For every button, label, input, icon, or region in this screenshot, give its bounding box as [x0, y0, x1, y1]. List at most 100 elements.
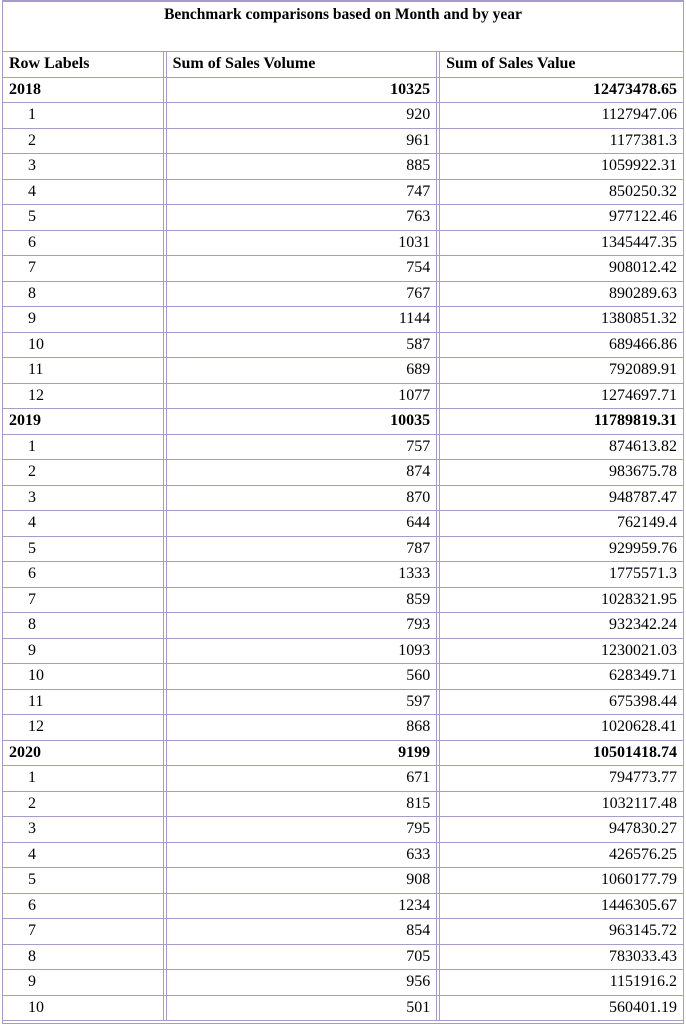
- sales-volume-cell: 870: [167, 485, 438, 510]
- column-gap: [437, 307, 441, 332]
- column-gap: [437, 460, 441, 485]
- sales-value-cell: 947830.27: [609, 820, 677, 837]
- table-row: 6 1234 1446305.67: [3, 893, 683, 919]
- sales-value-cell: 850250.32: [609, 182, 677, 200]
- column-gap: [437, 689, 441, 714]
- sales-volume-cell: 815: [167, 791, 438, 816]
- sales-volume-cell: 874: [167, 460, 438, 485]
- table-row: 11 689 792089.91: [3, 358, 683, 384]
- sales-value-cell: 426576.25: [609, 845, 677, 863]
- table-row: 11 597 675398.44: [3, 689, 683, 715]
- sales-volume-cell: 1077: [167, 383, 438, 408]
- column-gap: [437, 893, 441, 918]
- table-row: 1 757 874613.82: [3, 434, 683, 460]
- column-gap: [437, 511, 441, 536]
- sales-value-cell: 1274697.71: [601, 386, 677, 404]
- sales-volume-cell: 859: [167, 587, 438, 612]
- year-row: 2020 9199 10501418.74: [3, 740, 683, 766]
- row-label: 12: [3, 383, 164, 408]
- column-gap: [437, 103, 441, 128]
- sales-volume-cell: 1031: [167, 230, 438, 255]
- column-gap: [437, 256, 441, 281]
- column-gap: [437, 638, 441, 663]
- row-label: 10: [3, 332, 164, 357]
- table-row: 5 908 1060177.79: [3, 868, 683, 894]
- row-label: 4: [3, 511, 164, 536]
- row-label: 9: [3, 638, 164, 663]
- sales-value-cell: 794773.77: [609, 769, 677, 786]
- row-label: 2019: [3, 409, 164, 434]
- row-label: 6: [3, 893, 164, 918]
- row-label: 11: [3, 689, 164, 714]
- column-gap: [164, 77, 167, 102]
- column-gap: [437, 383, 441, 408]
- sales-value-cell: 1028321.95: [601, 590, 677, 608]
- column-gap: [164, 995, 167, 1020]
- column-gap: [437, 587, 441, 612]
- column-gap: [437, 358, 441, 383]
- sales-volume-cell: 754: [167, 256, 438, 281]
- sales-value-cell: 932342.24: [609, 616, 677, 633]
- year-row: 2019 10035 11789819.31: [3, 409, 683, 435]
- sales-volume-cell: 793: [167, 613, 438, 638]
- sales-volume-cell: 795: [167, 817, 438, 842]
- column-gap: [437, 77, 441, 102]
- column-gap: [437, 485, 441, 510]
- column-gap: [164, 383, 167, 408]
- sales-volume-cell: 705: [167, 944, 438, 969]
- sales-volume-cell: 1093: [167, 638, 438, 663]
- sales-value-cell: 1032117.48: [601, 794, 677, 812]
- column-gap: [437, 919, 441, 944]
- row-label: 8: [3, 613, 164, 638]
- sales-volume-cell: 1234: [167, 893, 438, 918]
- sales-value-cell: 675398.44: [609, 692, 677, 710]
- sales-value-cell: 908012.42: [609, 259, 677, 276]
- column-gap: [164, 52, 167, 77]
- row-label: 2020: [3, 740, 164, 765]
- table-row: 8 705 783033.43: [3, 944, 683, 970]
- sales-value-cell: 1020628.41: [601, 718, 677, 735]
- table-row: 6 1333 1775571.3: [3, 562, 683, 588]
- column-gap: [437, 281, 441, 306]
- sales-value-cell: 792089.91: [609, 361, 677, 378]
- row-label: 5: [3, 868, 164, 893]
- row-label: 1: [3, 434, 164, 459]
- table-row: 7 854 963145.72: [3, 919, 683, 945]
- column-gap: [164, 791, 167, 816]
- column-gap: [164, 817, 167, 842]
- table-row: 3 885 1059922.31: [3, 154, 683, 180]
- sales-volume-cell: 787: [167, 536, 438, 561]
- column-gap: [437, 230, 441, 255]
- column-gap: [437, 562, 441, 587]
- column-gap: [164, 103, 167, 128]
- table-row: 10 501 560401.19: [3, 995, 683, 1021]
- row-label: 2: [3, 128, 164, 153]
- sales-value-cell: 874613.82: [609, 437, 677, 455]
- row-label: 7: [3, 919, 164, 944]
- column-gap: [437, 664, 441, 689]
- sales-volume-cell: 689: [167, 358, 438, 383]
- sales-volume-cell: 747: [167, 179, 438, 204]
- sales-value-cell: 983675.78: [609, 463, 677, 480]
- sales-value-cell: 783033.43: [609, 947, 677, 965]
- table-row: 9 1144 1380851.32: [3, 307, 683, 333]
- column-gap: [164, 281, 167, 306]
- row-label: 9: [3, 307, 164, 332]
- column-gap: [437, 154, 441, 179]
- column-gap: [164, 358, 167, 383]
- table-body: 2018 10325 12473478.65 1 920 1127947.06 2 961 11…: [3, 77, 683, 1021]
- column-gap: [164, 664, 167, 689]
- column-gap: [164, 154, 167, 179]
- table-row: 2 815 1032117.48: [3, 791, 683, 817]
- row-label: 2: [3, 791, 164, 816]
- table-row: 4 633 426576.25: [3, 842, 683, 868]
- sales-value-cell: 1345447.35: [601, 233, 677, 251]
- sales-volume-cell: 633: [167, 842, 438, 867]
- sales-value-cell: 890289.63: [609, 284, 677, 302]
- sales-volume-cell: 868: [167, 715, 438, 740]
- table-row: 5 763 977122.46: [3, 205, 683, 231]
- sales-value-cell: 10501418.74: [592, 743, 677, 761]
- row-label: 2018: [3, 77, 164, 102]
- row-label: 8: [3, 944, 164, 969]
- sales-value-cell: 1177381.3: [609, 131, 677, 149]
